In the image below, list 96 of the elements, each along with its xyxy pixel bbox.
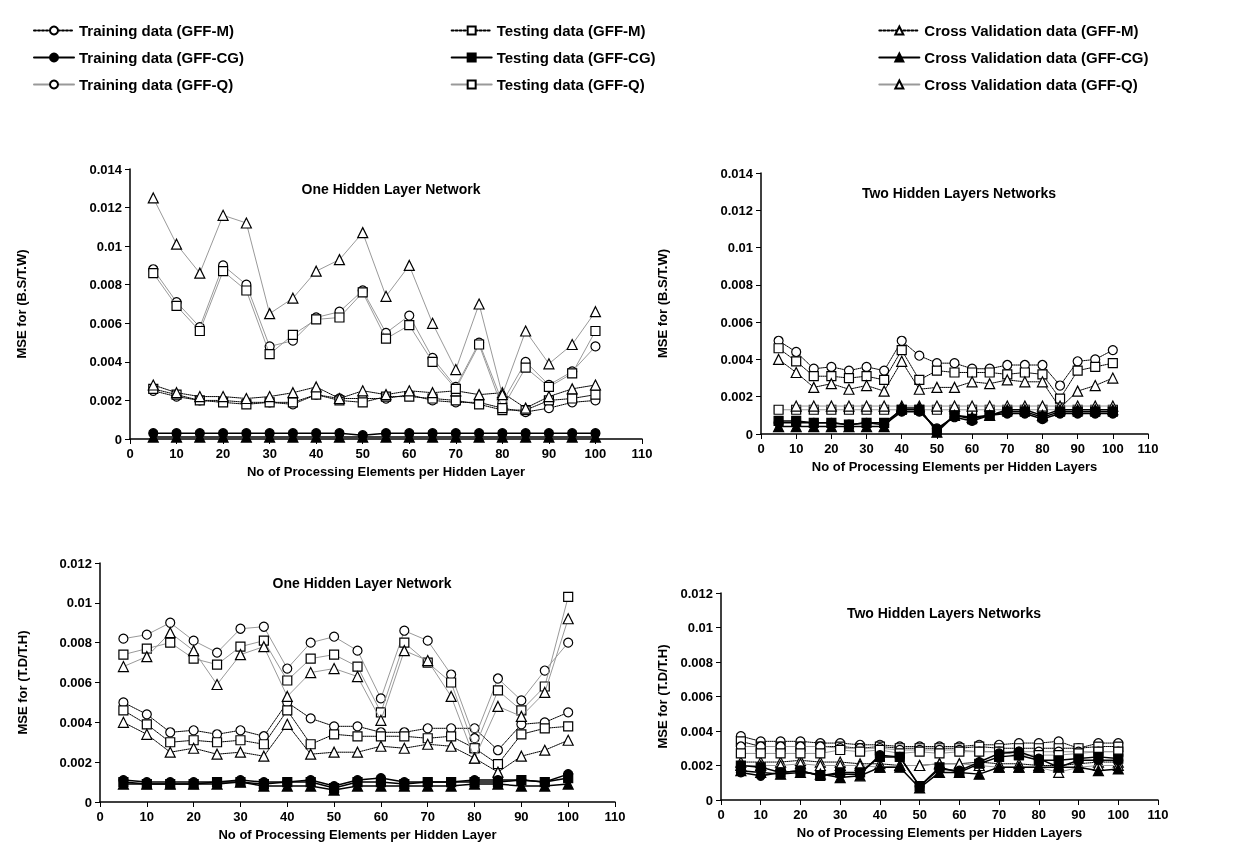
x-tick-label: 30 [262,446,277,461]
x-tick-label: 20 [215,446,231,461]
x-tick-label: 60 [373,809,389,824]
x-axis-title: No of Processing Elements per Hidden Layers [796,825,1083,840]
y-tick-label: 0.01 [727,240,753,256]
y-tick-label: 0.002 [59,754,92,770]
y-tick-label: 0.008 [720,277,753,293]
x-tick-label: 10 [753,807,768,822]
x-tick-label: 50 [355,446,370,461]
x-tick-label: 80 [467,809,482,824]
x-tick-label: 100 [584,446,607,461]
y-tick-label: 0.002 [680,758,713,773]
legend-label: Training data (GFF-CG) [79,49,244,66]
x-axis-title: No of Processing Elements per Hidden Layer [218,827,497,842]
text: Two Hidden Layers Networks [861,185,1057,201]
legend-label: Testing data (GFF-CG) [496,49,656,66]
y-tick-label: 0.006 [59,675,92,690]
y-axis-title: MSE for (B.S/T.W) [14,249,29,359]
x-tick-label: 40 [894,441,909,456]
x-tick-label: 110 [1147,807,1169,822]
y-tick-label: 0.006 [680,689,713,704]
x-tick-label: 60 [952,807,967,822]
y-tick-label: 0.012 [720,202,753,218]
y-tick-label: 0.006 [89,315,122,331]
x-tick-label: 90 [514,809,529,824]
x-tick-label: 40 [872,807,888,822]
legend-label: Cross Validation data (GFF-M) [924,22,1139,39]
y-tick-label: 0.008 [59,635,92,651]
y-tick-label: 0.012 [59,555,92,571]
x-tick-label: 40 [308,446,324,461]
x-tick-label: 20 [793,807,808,822]
text: One Hidden Layer Network [272,575,452,591]
y-tick-label: 0.002 [89,392,122,408]
x-tick-label: 50 [912,807,927,822]
y-tick-label: 0.01 [66,595,92,611]
x-tick-label: 60 [964,441,980,456]
y-axis-title: MSE for (B.S/T.W) [655,248,670,359]
x-tick-label: 100 [1107,807,1130,822]
x-tick-label: 70 [1000,441,1015,456]
y-tick-label: 0.004 [89,354,123,370]
legend-label: Testing data (GFF-Q) [496,76,645,93]
x-tick-label: 90 [541,446,557,461]
x-tick-label: 80 [495,446,510,461]
y-tick-label: 0.01 [687,620,713,635]
legend-label: Training data (GFF-M) [79,22,234,39]
x-tick-label: 10 [139,809,155,824]
y-axis-title: MSE for (T.D/T.H) [655,644,670,749]
x-tick-label: 40 [280,809,295,824]
x-tick-label: 80 [1031,807,1047,822]
x-tick-label: 10 [788,441,804,456]
y-tick-label: 0.002 [720,389,753,405]
x-tick-label: 110 [1137,441,1159,456]
y-axis-title: MSE for (T.D/T.H) [15,630,30,735]
y-tick-label: 0 [745,426,753,442]
y-tick-label: 0.004 [59,714,93,730]
x-tick-label: 100 [557,809,580,824]
x-tick-label: 110 [604,809,626,824]
x-tick-label: 50 [326,809,342,824]
x-tick-label: 70 [420,809,435,824]
y-tick-label: 0.012 [89,200,122,216]
x-tick-label: 20 [186,809,201,824]
x-tick-label: 10 [169,446,184,461]
x-tick-label: 30 [832,807,848,822]
y-tick-label: 0.004 [680,723,714,739]
x-tick-label: 90 [1071,807,1086,822]
x-tick-label: 30 [859,441,874,456]
x-tick-label: 100 [1101,441,1124,456]
legend-label: Testing data (GFF-M) [496,22,646,39]
x-tick-label: 60 [402,446,417,461]
legend-label: Cross Validation data (GFF-CG) [924,49,1149,66]
y-tick-label: 0.012 [680,585,713,601]
x-axis-title: No of Processing Elements per Hidden Layers [811,459,1098,474]
x-tick-label: 90 [1070,441,1085,456]
x-axis-title: No of Processing Elements per Hidden Layer [246,464,526,479]
text: Two Hidden Layers Networks [846,605,1042,621]
y-tick-label: 0.014 [89,161,123,177]
y-tick-label: 0.014 [720,165,754,181]
x-tick-label: 0 [757,441,765,456]
legend-label: Cross Validation data (GFF-Q) [924,76,1138,93]
text: One Hidden Layer Network [301,181,481,197]
x-tick-label: 80 [1035,441,1050,456]
x-tick-label: 70 [448,446,464,461]
x-tick-label: 50 [929,441,945,456]
y-tick-label: 0.01 [96,238,122,254]
y-tick-label: 0.008 [89,277,122,293]
y-tick-label: 0 [84,794,92,810]
x-tick-label: 20 [824,441,839,456]
y-tick-label: 0.006 [720,314,753,330]
x-tick-label: 110 [631,446,653,461]
legend-label: Training data (GFF-Q) [79,76,234,93]
y-tick-label: 0.008 [680,654,713,670]
x-tick-label: 30 [233,809,248,824]
x-tick-label: 70 [991,807,1007,822]
y-tick-label: 0 [705,792,713,808]
x-tick-label: 0 [126,446,134,461]
y-tick-label: 0.004 [720,351,754,367]
